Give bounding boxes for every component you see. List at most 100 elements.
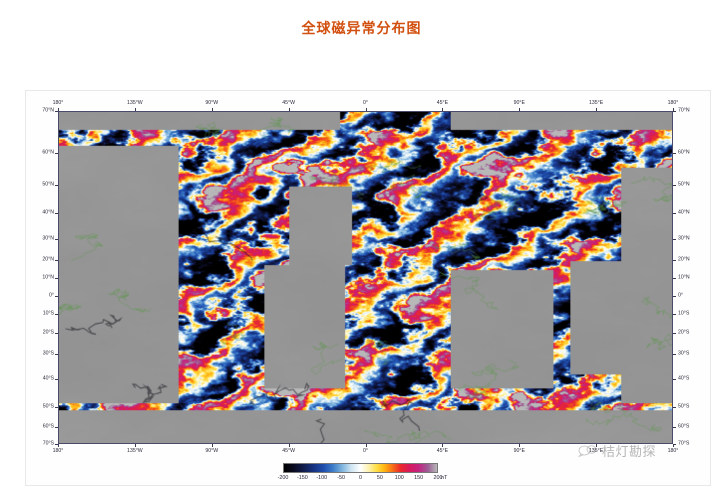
y-tick-label-right-1: 60°N <box>678 149 690 156</box>
y-tick-mark-left-3 <box>55 213 58 215</box>
colorbar-unit-label: nT <box>441 475 448 481</box>
y-tick-label-left-10: 30°S <box>42 350 54 357</box>
y-tick-label-right-6: 10°N <box>678 274 690 281</box>
y-tick-mark-left-1 <box>55 152 58 154</box>
y-tick-mark-left-13 <box>55 427 58 429</box>
y-tick-label-right-13: 60°S <box>678 423 690 430</box>
y-tick-label-left-0: 70°N <box>42 107 54 114</box>
y-tick-mark-right-14 <box>673 444 676 445</box>
y-tick-label-right-14: 70°S <box>678 440 690 447</box>
x-tick-label-bottom-5: 45°E <box>436 448 449 454</box>
y-tick-label-left-12: 50°S <box>42 403 54 410</box>
y-tick-label-left-9: 20°S <box>42 329 54 336</box>
y-tick-mark-right-1 <box>673 152 676 154</box>
x-tick-label-top-3: 45°W <box>282 100 295 106</box>
x-tick-mark-bottom-0 <box>58 444 59 447</box>
y-tick-label-right-10: 30°S <box>678 350 690 357</box>
y-tick-mark-right-8 <box>673 313 676 315</box>
x-tick-label-bottom-3: 45°W <box>282 448 295 454</box>
y-tick-mark-right-9 <box>673 332 676 334</box>
x-tick-mark-bottom-6 <box>519 444 521 447</box>
y-tick-label-right-3: 40°N <box>678 209 690 216</box>
y-tick-label-right-12: 50°S <box>678 403 690 410</box>
colorbar-tick-1: -150 <box>296 475 308 481</box>
y-tick-label-left-6: 10°N <box>42 274 54 281</box>
x-tick-mark-top-8 <box>673 108 674 111</box>
y-tick-label-left-13: 60°S <box>42 423 54 430</box>
x-tick-mark-bottom-8 <box>673 444 674 447</box>
y-tick-mark-left-2 <box>55 184 58 186</box>
y-tick-label-left-7: 0° <box>49 292 54 299</box>
x-tick-label-bottom-8: 180° <box>667 448 679 454</box>
x-tick-label-bottom-6: 90°E <box>513 448 525 454</box>
y-tick-label-left-5: 20°N <box>42 255 54 262</box>
y-tick-mark-right-3 <box>673 213 676 215</box>
x-tick-label-top-2: 90°W <box>205 100 219 106</box>
magnetic-anomaly-map <box>58 111 673 444</box>
y-tick-mark-right-11 <box>673 379 676 381</box>
x-tick-mark-top-3 <box>288 108 290 111</box>
x-tick-label-bottom-0: 180° <box>52 448 64 454</box>
colorbar-tick-8: 200 <box>433 475 443 481</box>
x-tick-mark-bottom-2 <box>211 444 213 447</box>
y-tick-mark-left-0 <box>55 111 58 112</box>
x-tick-label-top-6: 90°E <box>513 100 525 106</box>
x-tick-mark-bottom-1 <box>134 444 136 447</box>
colorbar-tick-6: 100 <box>394 475 404 481</box>
x-tick-mark-bottom-4 <box>365 444 367 447</box>
y-tick-label-right-8: 10°S <box>678 310 690 317</box>
x-tick-mark-bottom-7 <box>596 444 598 447</box>
map-raster-canvas <box>59 112 672 443</box>
colorbar-gradient <box>283 463 438 473</box>
x-tick-mark-top-0 <box>58 108 59 111</box>
y-tick-label-left-11: 40°S <box>42 375 54 382</box>
y-tick-mark-left-4 <box>55 238 58 240</box>
colorbar-tick-2: -100 <box>316 475 328 481</box>
y-tick-mark-right-2 <box>673 184 676 186</box>
x-tick-mark-top-2 <box>211 108 213 111</box>
x-tick-label-bottom-1: 135°W <box>127 448 143 454</box>
colorbar-tick-3: -50 <box>337 475 346 481</box>
y-tick-mark-right-10 <box>673 353 676 355</box>
y-tick-mark-left-14 <box>55 444 58 445</box>
x-tick-label-bottom-4: 0° <box>363 448 368 454</box>
y-tick-label-left-1: 60°N <box>42 149 54 156</box>
y-tick-mark-left-9 <box>55 332 58 334</box>
x-tick-label-top-0: 180° <box>52 100 64 106</box>
colorbar-tick-4: 0 <box>359 475 362 481</box>
x-tick-mark-top-6 <box>519 108 521 111</box>
y-tick-mark-right-6 <box>673 278 676 280</box>
x-tick-mark-top-4 <box>365 108 367 111</box>
colorbar-tick-5: 50 <box>376 475 383 481</box>
x-tick-mark-bottom-3 <box>288 444 290 447</box>
y-tick-mark-right-13 <box>673 427 676 429</box>
y-tick-label-left-3: 40°N <box>42 209 54 216</box>
x-tick-mark-top-1 <box>134 108 136 111</box>
y-tick-label-right-11: 40°S <box>678 375 690 382</box>
x-tick-label-top-7: 135°E <box>589 100 604 106</box>
x-tick-label-top-1: 135°W <box>127 100 143 106</box>
y-tick-label-right-7: 0° <box>678 292 683 299</box>
y-tick-label-left-4: 30°N <box>42 234 54 241</box>
y-tick-mark-left-5 <box>55 259 58 261</box>
y-tick-mark-right-4 <box>673 238 676 240</box>
x-tick-mark-top-5 <box>442 108 444 111</box>
y-tick-label-right-5: 20°N <box>678 255 690 262</box>
x-tick-label-top-5: 45°E <box>436 100 449 106</box>
y-tick-mark-left-6 <box>55 278 58 280</box>
y-tick-label-right-4: 30°N <box>678 234 690 241</box>
x-tick-label-bottom-2: 90°W <box>205 448 219 454</box>
y-tick-mark-right-7 <box>673 296 676 298</box>
y-tick-mark-left-10 <box>55 353 58 355</box>
page-title: 全球磁异常分布图 <box>301 21 422 37</box>
y-tick-label-left-8: 10°S <box>42 310 54 317</box>
y-tick-label-right-0: 70°N <box>678 107 690 114</box>
figure-card: 180° 180° 135°W 135°W 90°W 90°W 45°W 45°W 0° 0° 45… <box>25 90 711 486</box>
y-tick-mark-left-11 <box>55 379 58 381</box>
y-tick-label-right-2: 50°N <box>678 181 690 188</box>
colorbar-tick-0: -200 <box>277 475 289 481</box>
x-tick-label-top-8: 180° <box>667 100 679 106</box>
y-tick-label-left-2: 50°N <box>42 181 54 188</box>
colorbar: -200 -150 -100 -50 0 50 100 150 200 nT <box>278 463 449 489</box>
